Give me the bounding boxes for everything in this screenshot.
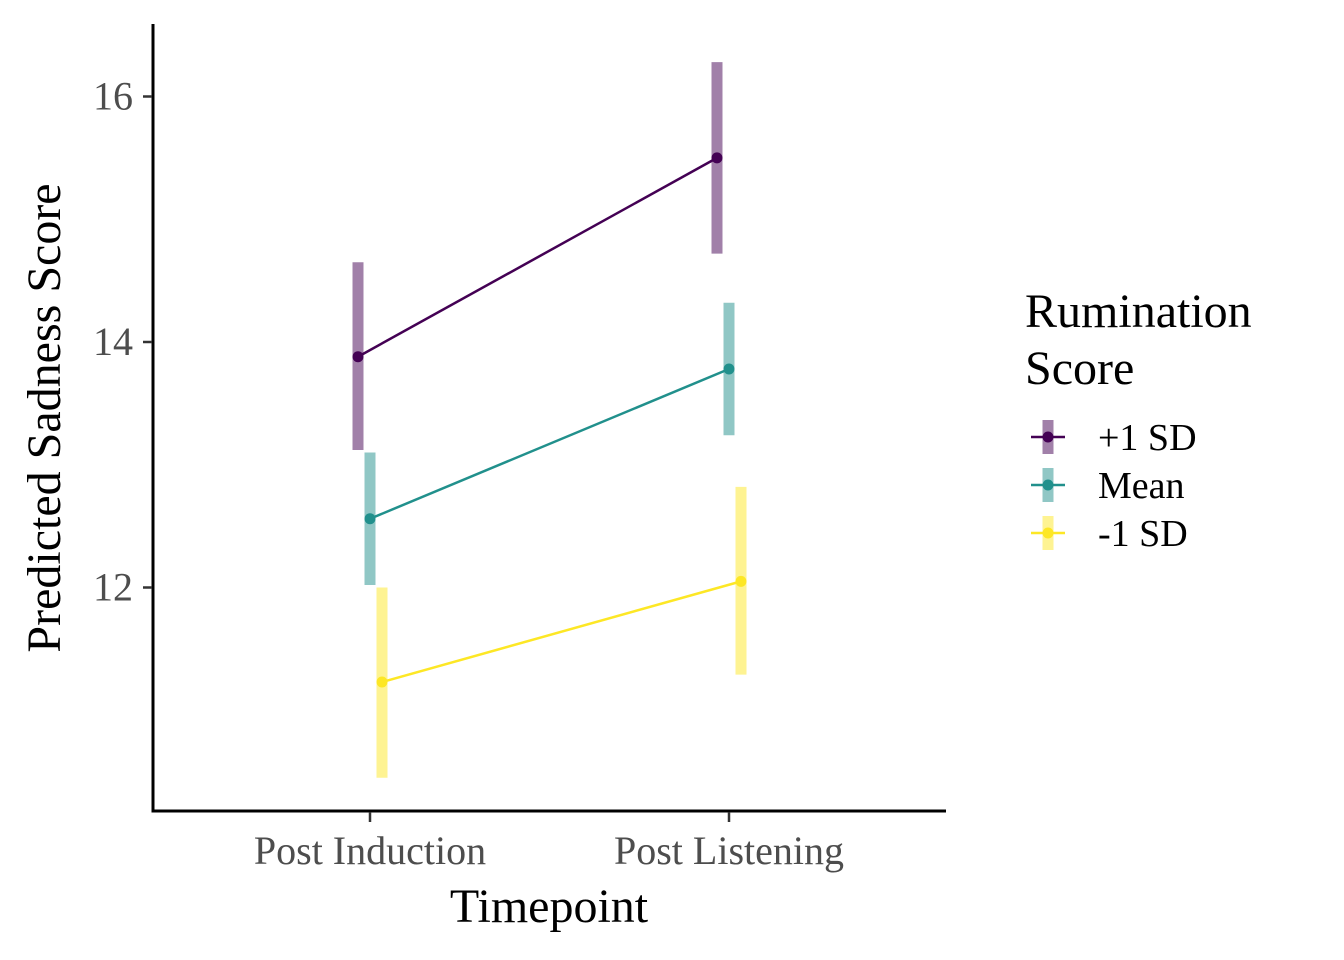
y-ticks: 12 14 16 [93, 74, 152, 610]
data-point [723, 363, 735, 375]
data-point [376, 676, 388, 688]
y-tick-label: 12 [93, 565, 133, 610]
legend-key-point [1042, 431, 1054, 443]
legend-key-point [1042, 479, 1054, 491]
legend-key-point [1042, 527, 1054, 539]
data-point [352, 351, 364, 363]
legend-item: +1 SD [1031, 417, 1197, 459]
x-tick-label: Post Listening [614, 828, 844, 873]
legend-label: +1 SD [1098, 417, 1197, 459]
legend: Rumination Score +1 SD Mean -1 SD [1025, 285, 1252, 555]
legend-title-line-2: Score [1025, 342, 1134, 395]
data-point [364, 513, 376, 525]
legend-label: Mean [1098, 465, 1185, 507]
data-point [711, 152, 723, 164]
series-3 [376, 486, 747, 778]
legend-title-line-1: Rumination [1025, 285, 1252, 338]
data-point [735, 575, 747, 587]
series-line [381, 580, 742, 684]
plot-marks [352, 62, 747, 778]
legend-keys: +1 SD Mean -1 SD [1031, 417, 1197, 555]
x-axis-title: Timepoint [450, 880, 649, 933]
y-tick-label: 16 [93, 74, 133, 119]
y-tick-label: 14 [93, 319, 133, 364]
x-ticks: Post Induction Post Listening [254, 812, 844, 873]
legend-label: -1 SD [1098, 513, 1188, 555]
x-tick-label: Post Induction [254, 828, 486, 873]
series-2 [364, 302, 735, 586]
y-axis-title: Predicted Sadness Score [18, 183, 71, 652]
legend-item: -1 SD [1031, 513, 1188, 555]
series-1 [352, 62, 723, 451]
series-line [369, 367, 730, 520]
series-line [357, 156, 718, 358]
legend-item: Mean [1031, 465, 1185, 507]
